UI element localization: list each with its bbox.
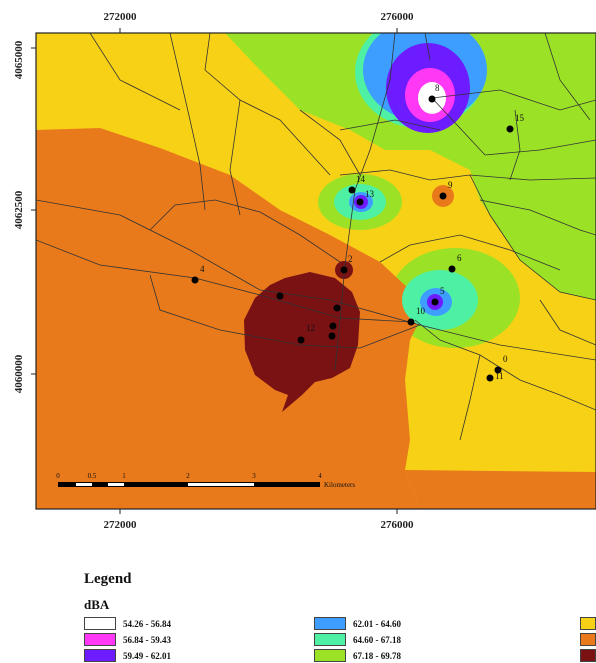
legend-swatch bbox=[84, 617, 116, 630]
legend-swatch bbox=[314, 649, 346, 662]
bottom-tick-label: 272000 bbox=[104, 519, 138, 531]
station-5: 5 bbox=[431, 286, 445, 306]
legend-item: 67.18 - 69.78 bbox=[314, 648, 401, 663]
legend-unit: dBA bbox=[84, 597, 110, 612]
station-4: 4 bbox=[191, 264, 205, 284]
road-network bbox=[36, 33, 596, 441]
scale-tick-label: 2 bbox=[186, 472, 190, 480]
legend-swatch bbox=[314, 617, 346, 630]
legend-swatch bbox=[580, 617, 596, 630]
left-tick-label: 4065000 bbox=[13, 40, 25, 79]
stations: 0 2 4 5 6 8 9 10 11 12 13 14 15 bbox=[191, 83, 525, 382]
legend-label: 56.84 - 59.43 bbox=[123, 634, 171, 645]
legend-item bbox=[580, 648, 596, 663]
top-tick-label: 272000 bbox=[104, 11, 138, 23]
top-tick-label: 276000 bbox=[381, 11, 415, 23]
svg-text:6: 6 bbox=[457, 253, 462, 263]
svg-text:2: 2 bbox=[348, 254, 353, 264]
station-2: 2 bbox=[340, 254, 353, 274]
legend-item: 62.01 - 64.60 bbox=[314, 616, 401, 631]
zone-orange bbox=[36, 128, 420, 509]
scale-tick-label: 3 bbox=[252, 472, 256, 480]
station-point bbox=[333, 304, 341, 312]
legend-swatch bbox=[84, 633, 116, 646]
scale-tick-label: 0 bbox=[56, 472, 60, 480]
station-9: 9 bbox=[439, 180, 453, 200]
legend-swatch bbox=[314, 633, 346, 646]
legend-item: 64.60 - 67.18 bbox=[314, 632, 401, 647]
svg-text:15: 15 bbox=[515, 113, 525, 123]
svg-text:10: 10 bbox=[416, 306, 426, 316]
frame-ticks bbox=[31, 28, 398, 514]
legend-swatch bbox=[580, 633, 596, 646]
scale-bar: 0 0.5 1 2 3 4 Kilometers bbox=[56, 472, 355, 489]
svg-text:5: 5 bbox=[440, 286, 445, 296]
legend-label: 59.49 - 62.01 bbox=[123, 650, 171, 661]
scale-tick-label: 0.5 bbox=[88, 472, 97, 480]
station-6: 6 bbox=[448, 253, 462, 273]
left-tick-label: 4060000 bbox=[13, 354, 25, 393]
station-11: 11 bbox=[486, 371, 504, 382]
legend-item: 59.49 - 62.01 bbox=[84, 648, 171, 663]
svg-text:12: 12 bbox=[306, 323, 315, 333]
svg-text:11: 11 bbox=[495, 371, 504, 381]
legend-title: Legend bbox=[84, 571, 132, 587]
legend-item: 56.84 - 59.43 bbox=[84, 632, 171, 647]
scale-unit: Kilometers bbox=[324, 481, 355, 489]
station-point bbox=[276, 292, 284, 300]
legend-label: 54.26 - 56.84 bbox=[123, 618, 171, 629]
legend-label: 64.60 - 67.18 bbox=[353, 634, 401, 645]
scale-tick-label: 4 bbox=[318, 472, 322, 480]
svg-text:13: 13 bbox=[365, 189, 375, 199]
legend-label: 62.01 - 64.60 bbox=[353, 618, 401, 629]
bottom-tick-label: 276000 bbox=[381, 519, 415, 531]
legend-item: 54.26 - 56.84 bbox=[84, 616, 171, 631]
legend-label: 67.18 - 69.78 bbox=[353, 650, 401, 661]
scale-tick-label: 1 bbox=[122, 472, 126, 480]
zone-light-green bbox=[225, 33, 596, 300]
left-tick-label: 4062500 bbox=[13, 190, 25, 229]
station-10: 10 bbox=[407, 306, 426, 326]
station-point bbox=[329, 322, 337, 330]
svg-text:0: 0 bbox=[503, 354, 508, 364]
station-0: 0 bbox=[494, 354, 508, 374]
legend-item bbox=[580, 632, 596, 647]
station-8: 8 bbox=[428, 83, 440, 103]
station-13: 13 bbox=[356, 189, 375, 206]
station-12: 12 bbox=[297, 323, 315, 344]
station-point bbox=[328, 332, 336, 340]
station-14: 14 bbox=[348, 174, 366, 194]
svg-text:4: 4 bbox=[200, 264, 205, 274]
noise-zones bbox=[36, 33, 596, 509]
svg-text:14: 14 bbox=[356, 174, 366, 184]
station-15: 15 bbox=[506, 113, 525, 133]
svg-text:8: 8 bbox=[435, 83, 440, 93]
legend-swatch bbox=[580, 649, 596, 662]
zone-orange-south bbox=[405, 470, 596, 509]
legend-swatch bbox=[84, 649, 116, 662]
legend-item bbox=[580, 616, 596, 631]
map-frame bbox=[35, 32, 596, 510]
svg-text:9: 9 bbox=[448, 180, 453, 190]
